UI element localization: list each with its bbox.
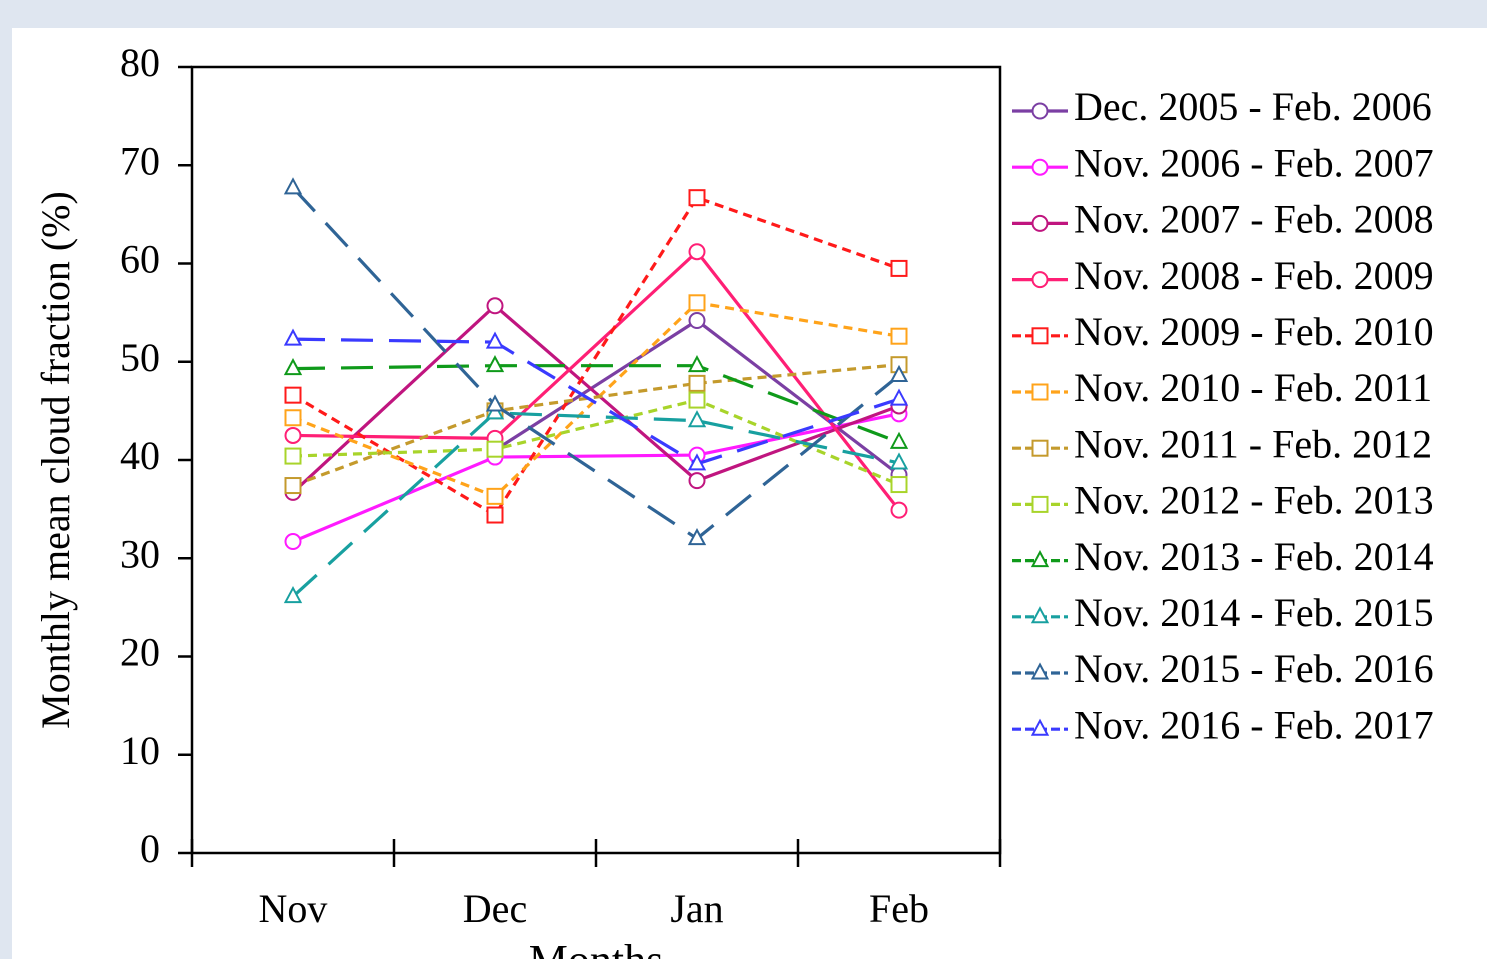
marker — [687, 355, 707, 373]
marker — [283, 358, 303, 376]
marker — [284, 533, 302, 551]
y-tick-label: 60 — [120, 237, 160, 282]
y-tick-label: 30 — [120, 531, 160, 576]
marker — [889, 431, 909, 449]
legend-label: Nov. 2008 - Feb. 2009 — [1074, 253, 1434, 298]
legend-marker — [1030, 718, 1050, 736]
marker — [485, 331, 505, 349]
series — [283, 177, 909, 546]
series — [284, 189, 908, 524]
series-line — [292, 398, 900, 487]
marker — [688, 391, 706, 409]
series — [284, 243, 908, 519]
legend-marker — [1031, 158, 1049, 176]
legend-marker — [1030, 606, 1050, 624]
marker — [687, 410, 707, 428]
marker — [890, 327, 908, 345]
marker — [284, 477, 302, 495]
legend-label: Dec. 2005 - Feb. 2006 — [1074, 84, 1432, 129]
legend-label: Nov. 2014 - Feb. 2015 — [1074, 590, 1434, 635]
series — [284, 294, 908, 505]
legend-label: Nov. 2009 - Feb. 2010 — [1074, 309, 1434, 354]
series-line — [292, 412, 900, 544]
legend-marker — [1031, 214, 1049, 232]
marker — [283, 328, 303, 346]
legend-label: Nov. 2010 - Feb. 2011 — [1074, 365, 1432, 410]
series-line — [291, 186, 901, 541]
series-line — [291, 411, 900, 598]
marker — [890, 501, 908, 519]
series-line — [292, 195, 900, 518]
marker — [486, 506, 504, 524]
marker — [284, 386, 302, 404]
y-tick-label: 10 — [120, 728, 160, 773]
marker — [688, 374, 706, 392]
series-line — [292, 301, 900, 499]
marker — [485, 394, 505, 412]
series-line — [292, 364, 900, 444]
marker — [486, 297, 504, 315]
legend-marker — [1030, 662, 1050, 680]
marker — [284, 426, 302, 444]
legend-label: Nov. 2007 - Feb. 2008 — [1074, 197, 1434, 242]
legend-label: Nov. 2015 - Feb. 2016 — [1074, 646, 1434, 691]
legend-label: Nov. 2006 - Feb. 2007 — [1074, 140, 1434, 185]
series — [284, 391, 908, 494]
x-tick-label: Nov — [259, 886, 328, 931]
legend-marker — [1031, 271, 1049, 289]
marker — [688, 472, 706, 490]
legend-label: Nov. 2011 - Feb. 2012 — [1074, 421, 1432, 466]
x-axis-label: Months — [529, 936, 663, 959]
marker — [284, 409, 302, 427]
legend-label: Nov. 2012 - Feb. 2013 — [1074, 478, 1434, 523]
y-tick-label: 40 — [120, 433, 160, 478]
marker — [283, 585, 303, 604]
series — [283, 355, 909, 449]
legend-marker — [1031, 327, 1049, 345]
panel — [12, 28, 1487, 959]
marker — [688, 294, 706, 312]
marker — [284, 447, 302, 465]
marker — [688, 243, 706, 261]
y-tick-label: 80 — [120, 40, 160, 85]
marker — [889, 364, 909, 383]
marker — [486, 487, 504, 505]
marker — [890, 259, 908, 277]
legend-marker — [1031, 495, 1049, 513]
series-line — [292, 363, 900, 488]
legend-marker — [1031, 439, 1049, 457]
marker — [688, 311, 706, 329]
x-tick-label: Dec — [463, 886, 527, 931]
y-axis-label: Monthly mean cloud fraction (%) — [33, 191, 78, 729]
y-tick-label: 50 — [120, 335, 160, 380]
marker — [889, 452, 909, 470]
legend-label: Nov. 2016 - Feb. 2017 — [1074, 702, 1434, 747]
x-tick-label: Feb — [869, 886, 929, 931]
series — [283, 328, 909, 471]
y-tick-label: 0 — [140, 826, 160, 871]
marker — [485, 355, 505, 373]
series-line — [292, 249, 901, 512]
series-line — [292, 337, 900, 466]
marker — [687, 453, 707, 471]
y-tick-label: 20 — [120, 630, 160, 675]
legend-marker — [1031, 383, 1049, 401]
marker — [890, 476, 908, 494]
legend-marker — [1030, 549, 1050, 568]
marker — [688, 189, 706, 207]
legend-label: Nov. 2013 - Feb. 2014 — [1074, 534, 1434, 579]
marker — [283, 177, 303, 195]
marker — [889, 388, 909, 406]
legend-marker — [1031, 102, 1049, 120]
y-tick-label: 70 — [120, 138, 160, 183]
marker — [486, 440, 504, 458]
marker — [687, 527, 707, 546]
x-tick-label: Jan — [670, 886, 723, 931]
